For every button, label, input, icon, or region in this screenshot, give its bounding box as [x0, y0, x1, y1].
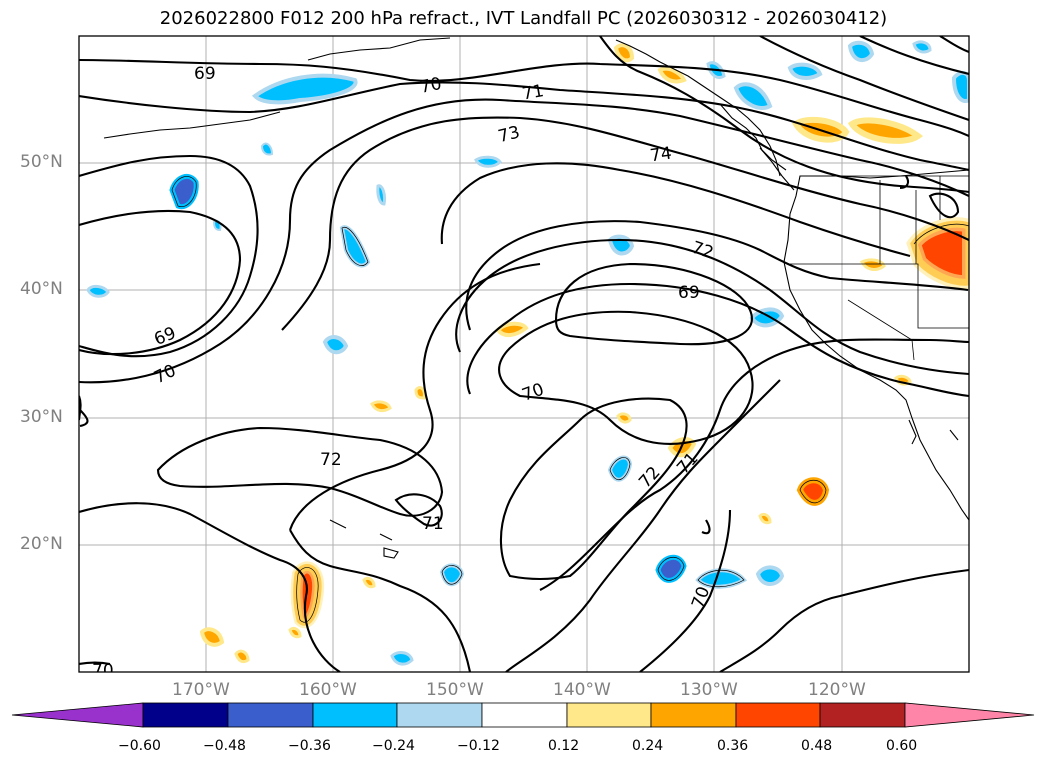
contour-lines — [79, 36, 969, 672]
lat-label: 50°N — [20, 152, 63, 172]
shade-blob-blue — [251, 73, 358, 105]
colorbar-bin — [142, 702, 229, 728]
colorbar-extend-min — [11, 702, 144, 728]
lat-label: 30°N — [20, 407, 63, 427]
colorbar-bin — [481, 702, 568, 728]
colorbar-tick-label: −0.60 — [118, 738, 161, 754]
colorbar-bin — [650, 702, 737, 728]
shade-blob-blue — [474, 155, 502, 168]
shade-blob-blue — [390, 651, 414, 666]
shade-blob-blue — [912, 40, 932, 54]
shade-blob-orange — [234, 649, 250, 664]
shade-blob-blue — [376, 184, 386, 206]
colorbar-tick-label: 0.48 — [801, 738, 833, 754]
shade-blob-orange — [758, 512, 772, 525]
shade-blob-orange — [616, 412, 632, 424]
shade-blob-blue — [169, 173, 199, 210]
shade-blob-blue — [787, 62, 823, 80]
shade-blob-blue — [322, 335, 349, 355]
colorbar-tick-label: −0.48 — [203, 738, 246, 754]
colorbar-tick-label: 0.12 — [548, 738, 580, 754]
lon-label: 150°W — [426, 680, 484, 700]
shade-blob-orange — [370, 400, 392, 413]
shade-blob-blue — [733, 82, 773, 110]
shade-blob-orange — [657, 66, 687, 84]
colorbar-bin — [819, 702, 906, 728]
shade-blob-blue — [847, 40, 875, 63]
colorbar-tick-label: −0.12 — [457, 738, 500, 754]
colorbar-bin — [227, 702, 314, 728]
contour-label: 74 — [649, 143, 673, 166]
shade-blob-blue — [749, 307, 785, 328]
lon-label: 160°W — [299, 680, 357, 700]
colorbar-bin — [566, 702, 652, 728]
colorbar-bin — [396, 702, 483, 728]
colorbar-tick-label: 0.36 — [717, 738, 749, 754]
shade-blob-orange — [613, 43, 635, 63]
contour-label: 70 — [418, 74, 443, 98]
colorbar-extend-max — [904, 702, 1035, 728]
lat-label: 20°N — [20, 534, 63, 554]
shade-blob-blue — [86, 284, 110, 298]
map-border — [78, 35, 970, 673]
colorbar-tick-label: −0.36 — [288, 738, 331, 754]
colorbar-tick-label: 0.24 — [632, 738, 664, 754]
lon-label: 130°W — [680, 680, 738, 700]
shade-blob-orange — [288, 626, 302, 639]
colorbar-tick-label: −0.24 — [372, 738, 415, 754]
contour-label: 72 — [320, 450, 342, 470]
colorbar-bin — [312, 702, 398, 728]
lon-label: 140°W — [553, 680, 611, 700]
contour-label: 71 — [521, 81, 546, 104]
shade-blob-orange — [414, 386, 426, 400]
shade-blob-orange — [199, 627, 225, 647]
contour-label: 70 — [92, 661, 114, 681]
contour-label: 69 — [678, 283, 700, 303]
lat-label: 40°N — [20, 279, 63, 299]
shade-blob-orange — [847, 117, 924, 144]
map-title: 2026022800 F012 200 hPa refract., IVT La… — [159, 8, 888, 29]
colorbar-tick-label: 0.60 — [886, 738, 918, 754]
graticule — [79, 36, 969, 672]
lon-label: 170°W — [172, 680, 230, 700]
shade-blob-blue — [260, 142, 274, 156]
shade-blob-blue — [951, 71, 969, 103]
contour-label: 71 — [422, 514, 444, 534]
contour-label: 69 — [194, 64, 216, 84]
colorbar-bin — [735, 702, 821, 728]
shade-outlines — [171, 176, 969, 623]
borders — [790, 175, 969, 361]
lon-label: 120°W — [808, 680, 866, 700]
shade-blob-blue — [755, 565, 785, 586]
shade-blob-orange — [859, 258, 886, 271]
shade-blob-orange — [362, 576, 376, 589]
shade-blob-orange — [495, 321, 529, 337]
colorbar — [11, 702, 1035, 728]
